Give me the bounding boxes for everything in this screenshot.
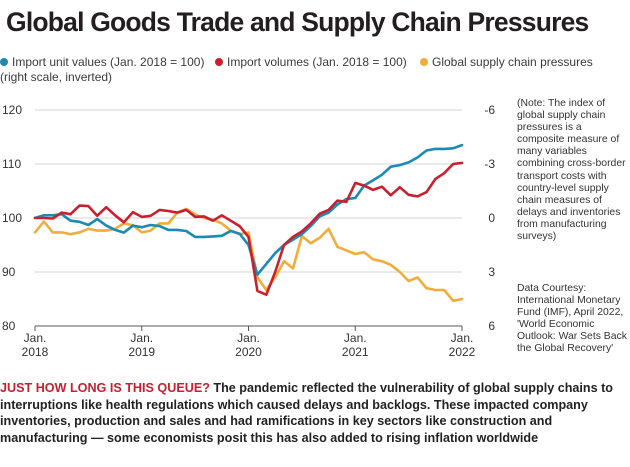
legend-item-unit-values: Import unit values (Jan. 2018 = 100) — [0, 55, 204, 70]
caption-lead: JUST HOW LONG IS THIS QUEUE? — [0, 381, 210, 395]
caption: JUST HOW LONG IS THIS QUEUE? The pandemi… — [0, 380, 630, 446]
caption-body: The pandemic reflected the vulnerability… — [0, 381, 613, 445]
series-line-supply-chain-pressures — [33, 207, 464, 303]
x-tick-label: Jan. 2022 — [449, 331, 476, 359]
data-credit: Data Courtesy: International Monetary Fu… — [517, 283, 627, 355]
legend-item-volumes: Import volumes (Jan. 2018 = 100) — [215, 55, 407, 70]
left-tick-label: 90 — [2, 265, 16, 279]
right-tick-label: -3 — [484, 157, 495, 171]
right-tick-label: -6 — [484, 103, 495, 117]
legend-item-supply-chain: Global supply chain pressures — [420, 55, 593, 70]
x-tick-label: Jan. 2021 — [342, 331, 369, 359]
series-line-import-volumes — [33, 161, 464, 297]
x-tick-label: Jan. 2020 — [235, 331, 262, 359]
right-tick-label: 3 — [488, 265, 495, 279]
left-tick-label: 100 — [2, 211, 22, 225]
legend-label-volumes: Import volumes (Jan. 2018 = 100) — [227, 55, 407, 69]
legend-dot-unit-values — [0, 58, 8, 66]
right-tick-label: 6 — [488, 319, 495, 333]
x-tick-label: Jan. 2018 — [22, 331, 49, 359]
legend-dot-volumes — [215, 58, 223, 66]
left-tick-label: 110 — [2, 157, 21, 171]
chart-note: (Note: The index of global supply chain … — [517, 98, 626, 243]
legend-dot-supply-chain — [420, 58, 428, 66]
left-tick-label: 120 — [2, 103, 22, 117]
left-tick-label: 80 — [2, 319, 16, 333]
chart-plot: 120 110 100 90 80 -6 -3 0 3 6 Jan. 2018 Jan. 2019 Ja… — [2, 103, 495, 359]
series-line-import-unit-values — [33, 143, 464, 277]
x-tick-label: Jan. 2019 — [128, 331, 155, 359]
legend-label-unit-values: Import unit values (Jan. 2018 = 100) — [12, 55, 205, 69]
chart-title: Global Goods Trade and Supply Chain Pres… — [6, 7, 589, 37]
right-tick-label: 0 — [488, 211, 495, 225]
legend-right-scale-note: (right scale, inverted) — [0, 70, 113, 84]
legend-label-supply-chain: Global supply chain pressures — [432, 55, 593, 69]
